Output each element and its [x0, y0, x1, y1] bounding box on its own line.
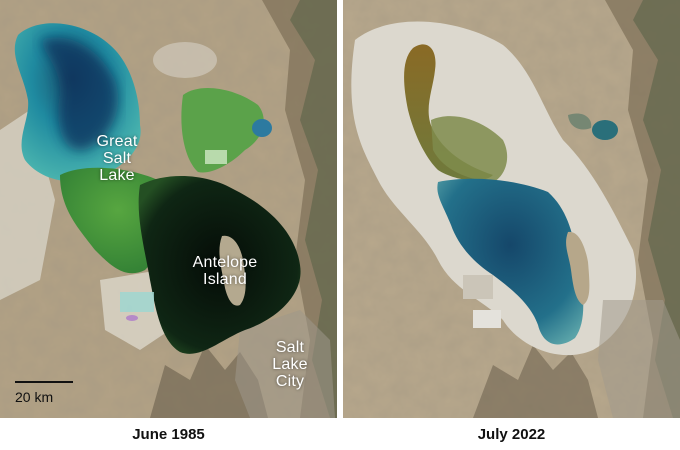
caption-june-1985: June 1985 — [132, 426, 205, 443]
satellite-image-2022 — [343, 0, 680, 418]
scale-bar-label: 20 km — [15, 388, 54, 405]
label-great-salt-lake: Great Salt Lake — [96, 133, 138, 184]
satellite-image-1985: Great Salt Lake Antelope Island Salt Lake Cit… — [0, 0, 337, 418]
caption-july-2022: July 2022 — [477, 426, 546, 443]
label-antelope-island: Antelope Island — [192, 254, 258, 288]
scale-bar: 20 km — [15, 381, 73, 405]
label-salt-lake-city: Salt Lake City — [272, 339, 308, 390]
satellite-image-1985-art — [0, 0, 337, 418]
scale-bar-line — [15, 381, 73, 383]
satellite-image-2022-art — [343, 0, 680, 418]
